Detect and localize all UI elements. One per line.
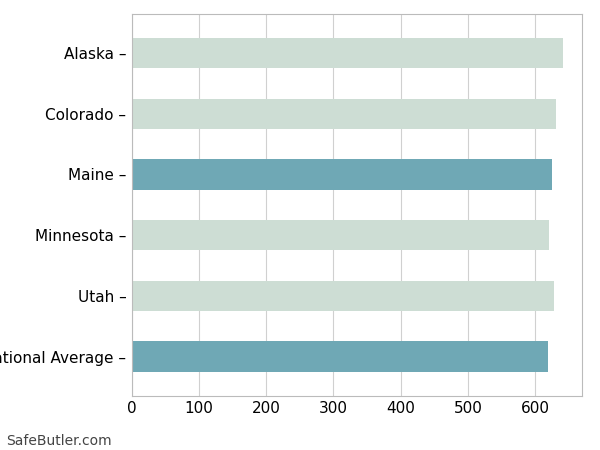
Bar [132,38,563,68]
Bar [132,99,556,129]
Bar [132,159,552,189]
Text: SafeButler.com: SafeButler.com [6,434,112,448]
Bar [132,342,548,372]
Bar [132,281,554,311]
Bar [132,220,549,250]
